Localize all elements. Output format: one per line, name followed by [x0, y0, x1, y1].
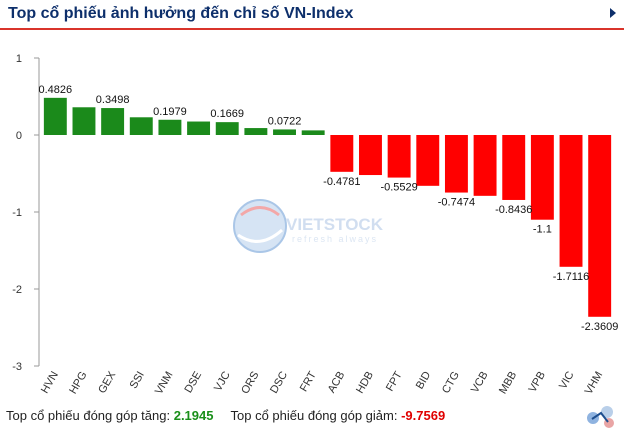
x-tick-label-ctg: CTG [440, 370, 462, 396]
bar-vpb [530, 135, 554, 220]
x-tick-label-dse: DSE [182, 370, 204, 396]
data-label-mbb: -0.8436 [495, 204, 532, 216]
data-label-dsc: 0.0722 [268, 115, 302, 127]
x-tick-label-bid: BID [414, 369, 434, 391]
up-value: 2.1945 [173, 408, 214, 423]
x-tick-label-ors: ORS [239, 370, 261, 397]
data-label-acb: -0.4781 [323, 176, 360, 188]
data-labels: 0.4826 0.3498 0.1979 0.1669 0.0722 -0.4781 -0.… [38, 84, 618, 333]
y-axis: 1 0 -1 -2 -3 [12, 53, 40, 373]
data-label-hvn: 0.4826 [38, 84, 72, 96]
vietstock-watermark: VIETSTOCK refresh always [233, 199, 384, 253]
x-tick-label-hpg: HPG [67, 370, 89, 397]
bar-frt [301, 130, 325, 135]
x-tick-label-vnm: VNM [153, 370, 176, 397]
bar-hdb [359, 135, 382, 176]
y-tick-label: 0 [16, 130, 22, 142]
bar-bid [416, 135, 440, 186]
bar-ctg [444, 135, 468, 193]
data-label-vhm: -2.3609 [581, 321, 618, 333]
chevron-right-icon[interactable] [610, 8, 616, 18]
bar-vic [559, 135, 583, 267]
x-tick-label-vhm: VHM [583, 370, 606, 397]
up-label: Top cổ phiếu đóng góp tăng: [6, 408, 171, 423]
data-label-ctg: -0.7474 [438, 197, 475, 209]
x-tick-label-vcb: VCB [469, 370, 491, 396]
footer-summary: Top cổ phiếu đóng góp tăng: 2.1945 Top c… [6, 408, 445, 423]
bar-vjc [215, 122, 239, 135]
corner-logo-icon [587, 406, 614, 428]
data-label-vpb: -1.1 [533, 224, 552, 236]
y-tick-label: -3 [12, 361, 22, 373]
x-tick-label-vjc: VJC [212, 369, 233, 393]
bar-dsc [273, 129, 296, 135]
chart-header: Top cổ phiếu ảnh hưởng đến chỉ số VN-Ind… [0, 0, 624, 30]
x-tick-label-mbb: MBB [497, 370, 519, 397]
data-label-vic: -1.7116 [553, 271, 590, 283]
bar-ors [244, 128, 268, 135]
y-tick-label: -2 [12, 284, 22, 296]
bar-fpt [387, 135, 411, 178]
x-tick-label-frt: FRT [298, 369, 319, 394]
down-label: Top cổ phiếu đóng góp giảm: [230, 408, 398, 423]
bar-hpg [72, 107, 96, 135]
x-tick-label-dsc: DSC [268, 369, 290, 395]
x-tick-label-fpt: FPT [384, 369, 405, 393]
chart-title: Top cổ phiếu ảnh hưởng đến chỉ số VN-Ind… [8, 5, 354, 22]
data-label-fpt: -0.5529 [380, 182, 417, 194]
bar-vnm [158, 119, 182, 135]
watermark-tagline: refresh always [292, 234, 378, 244]
bars [43, 97, 612, 317]
x-axis-labels: HVN HPG GEX SSI VNM DSE VJC ORS DSC FRT ACB HDB FPT B… [39, 369, 605, 397]
bar-hvn [43, 97, 67, 135]
x-tick-label-hvn: HVN [39, 369, 61, 395]
x-tick-label-acb: ACB [326, 370, 348, 396]
bar-gex [101, 108, 125, 135]
x-tick-label-ssi: SSI [128, 370, 147, 391]
x-tick-label-hdb: HDB [354, 370, 376, 396]
data-label-vjc: 0.1669 [210, 108, 244, 120]
x-tick-label-gex: GEX [96, 369, 118, 396]
x-tick-label-vpb: VPB [527, 370, 548, 395]
bar-acb [330, 135, 354, 172]
bar-dse [187, 121, 211, 135]
data-label-gex: 0.3498 [96, 94, 130, 106]
data-label-vnm: 0.1979 [153, 106, 187, 118]
bar-vcb [473, 135, 497, 196]
y-tick-label: -1 [12, 207, 22, 219]
bar-vhm [588, 135, 612, 317]
bar-chart: VIETSTOCK refresh always 1 0 -1 -2 -3 0.4826… [12, 53, 618, 397]
y-tick-label: 1 [16, 53, 22, 65]
x-tick-label-vic: VIC [557, 369, 577, 391]
watermark-brand: VIETSTOCK [286, 215, 384, 234]
bar-mbb [502, 135, 526, 200]
down-value: -9.7569 [401, 408, 446, 423]
bar-ssi [129, 117, 153, 135]
